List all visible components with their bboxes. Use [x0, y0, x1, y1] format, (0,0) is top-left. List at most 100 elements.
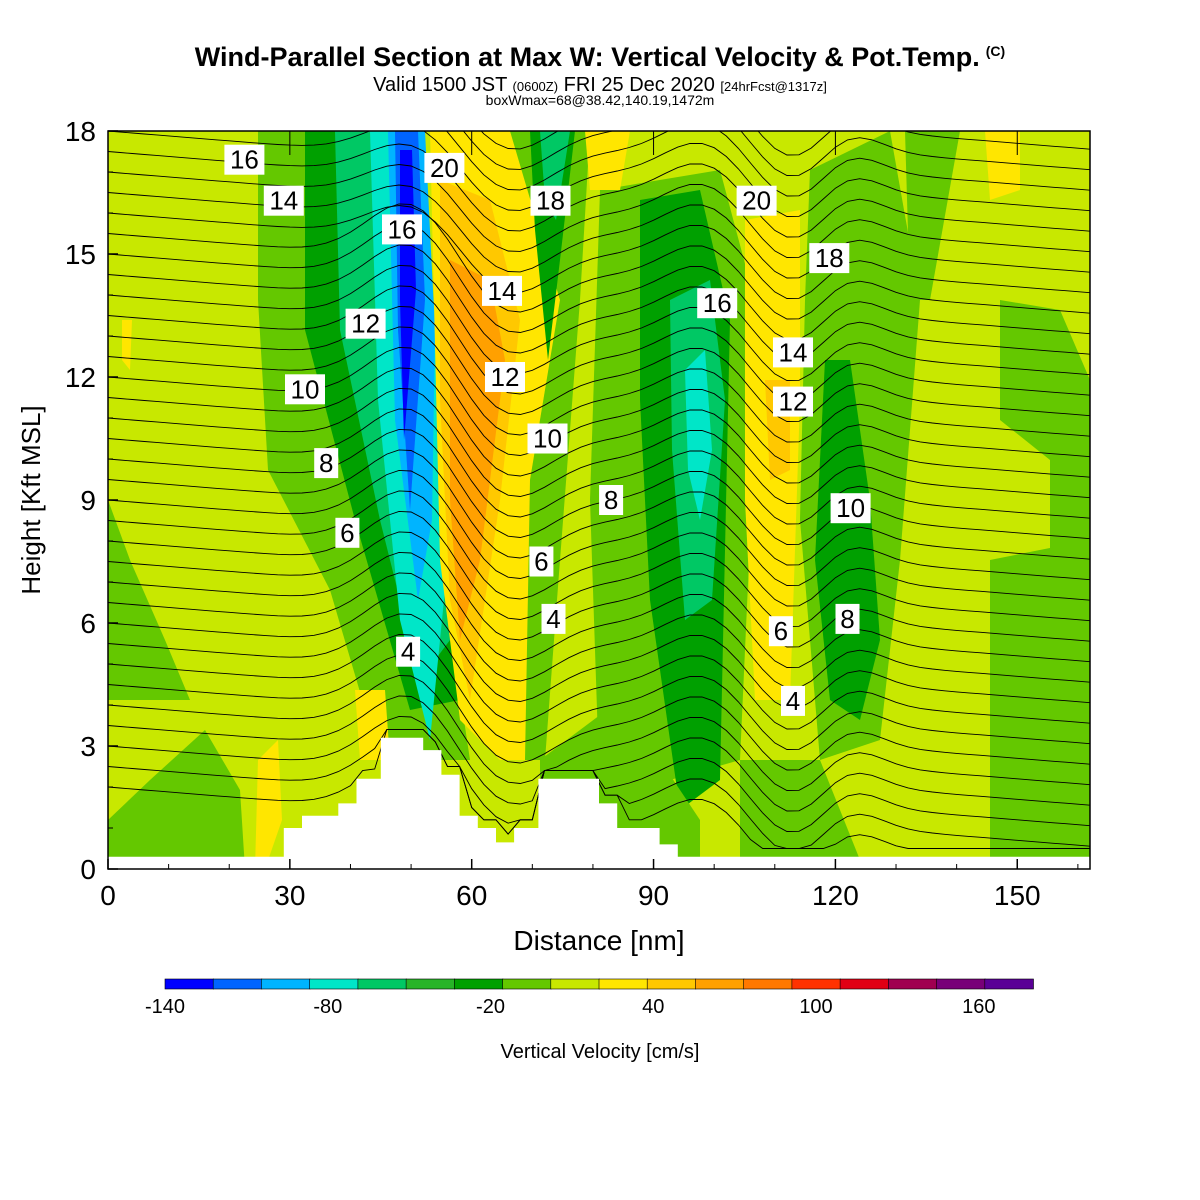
svg-text:14: 14 — [779, 337, 808, 367]
x-tick-label: 30 — [274, 880, 305, 911]
x-axis-label: Distance [nm] — [513, 925, 684, 956]
x-axis: 0 30 60 90 120 150 — [100, 859, 1079, 911]
isentrope-line — [108, 449, 1090, 566]
isentrope-line — [108, 510, 1090, 627]
potential-temperature-contours — [108, 131, 1090, 849]
svg-text:4: 4 — [786, 686, 800, 716]
contour-label: 12 — [345, 308, 386, 339]
colorbar-swatch — [887, 978, 938, 990]
svg-text:12: 12 — [351, 309, 380, 339]
colorbar-swatch — [309, 978, 359, 990]
svg-text:10: 10 — [836, 493, 865, 523]
colorbar-swatch — [743, 978, 793, 990]
isentrope-line — [108, 428, 1090, 545]
contour-label: 4 — [541, 603, 566, 634]
colorbar-swatch — [791, 978, 841, 990]
svg-text:12: 12 — [779, 387, 808, 417]
colorbar-tick-label: -80 — [313, 996, 342, 1018]
isentrope-line — [108, 613, 1090, 730]
svg-text:18: 18 — [536, 186, 565, 216]
svg-text:16: 16 — [388, 214, 417, 244]
isentrope-line — [108, 490, 1090, 607]
svg-text:6: 6 — [534, 547, 548, 577]
isentrope-line — [108, 305, 1090, 422]
y-axis-label: Height [Kft MSL] — [16, 405, 46, 594]
svg-text:6: 6 — [774, 616, 788, 646]
x-tick-label: 120 — [812, 880, 859, 911]
colorbar-swatch — [212, 978, 263, 990]
isentrope-line — [108, 326, 1090, 443]
isentrope-line — [108, 285, 1090, 402]
colorbar-tick-label: 40 — [642, 996, 664, 1018]
isentrope-line — [445, 131, 1090, 197]
svg-text:8: 8 — [840, 604, 854, 634]
isentrope-line — [108, 244, 1090, 361]
svg-text:16: 16 — [230, 145, 259, 175]
vv-region — [585, 131, 630, 190]
isentrope-line — [108, 203, 1090, 320]
contour-label: 14 — [482, 275, 522, 306]
contour-label: 12 — [485, 362, 525, 392]
contour-label: 8 — [314, 448, 339, 479]
svg-text:6: 6 — [340, 518, 354, 548]
contour-label: 6 — [529, 546, 554, 577]
svg-text:20: 20 — [742, 186, 771, 216]
colorbar-tick-label: 160 — [962, 996, 995, 1018]
y-tick-label: 3 — [80, 731, 96, 762]
svg-text:14: 14 — [269, 186, 298, 216]
contour-label: 4 — [781, 685, 805, 716]
colorbar-swatch — [936, 978, 986, 990]
y-axis: 0 3 6 9 12 15 18 — [65, 116, 118, 885]
vv-region — [108, 730, 245, 869]
isentrope-line — [108, 551, 1090, 668]
colorbar-label: Vertical Velocity [cm/s] — [501, 1041, 700, 1063]
contour-label: 20 — [736, 185, 777, 216]
contour-label: 10 — [830, 493, 871, 524]
colorbar-swatch — [695, 978, 745, 990]
isentrope-line — [108, 143, 1090, 238]
colorbar-tick-label: -20 — [476, 996, 505, 1018]
isentrope-line — [108, 387, 1090, 504]
isentrope-line — [480, 131, 1090, 156]
svg-text:18: 18 — [815, 243, 844, 273]
contour-label: 8 — [835, 603, 860, 634]
vv-region — [990, 540, 1090, 869]
isentrope-line — [108, 592, 1090, 709]
y-tick-label: 9 — [80, 485, 96, 516]
forecast-info: [24hrFcst@1317z] — [720, 79, 827, 94]
contour-label: 10 — [527, 423, 568, 454]
svg-text:8: 8 — [604, 485, 618, 515]
colorbar-swatch — [598, 978, 649, 990]
chart-title-text: Wind-Parallel Section at Max W: Vertical… — [194, 42, 980, 72]
vv-region — [108, 500, 190, 700]
copyright-mark: (C) — [985, 43, 1006, 59]
contour-label: 10 — [285, 374, 325, 405]
isentrope-line — [108, 223, 1090, 340]
colorbar-tick-label: -140 — [145, 996, 185, 1018]
contour-label: 4 — [396, 636, 421, 667]
contour-label: 14 — [263, 185, 304, 216]
isentrope-line — [108, 654, 1090, 771]
chart-subtitle: Valid 1500 JST (0600Z) FRI 25 Dec 2020 [… — [0, 74, 1200, 97]
isentrope-line — [108, 469, 1090, 586]
isentrope-line — [108, 205, 1090, 299]
isentrope-line — [108, 346, 1090, 463]
x-tick-label: 90 — [638, 880, 669, 911]
svg-text:14: 14 — [488, 276, 517, 306]
y-tick-label: 12 — [65, 362, 96, 393]
contour-label: 8 — [599, 485, 624, 515]
vv-region — [450, 260, 505, 640]
colorbar-swatch — [984, 978, 1034, 990]
vv-region — [685, 350, 712, 520]
isentrope-line — [108, 695, 1090, 812]
colorbar: -140 -80 -20 40 100 160 — [145, 978, 1034, 1018]
contour-label: 6 — [768, 616, 793, 647]
y-tick-label: 15 — [65, 239, 96, 270]
contour-label: 18 — [809, 243, 850, 274]
svg-text:8: 8 — [319, 448, 333, 478]
colorbar-swatch — [839, 978, 890, 990]
box-info: boxWmax=68@38.42,140.19,1472m — [485, 92, 715, 108]
svg-text:4: 4 — [401, 637, 415, 667]
isentrope-line — [108, 572, 1090, 689]
